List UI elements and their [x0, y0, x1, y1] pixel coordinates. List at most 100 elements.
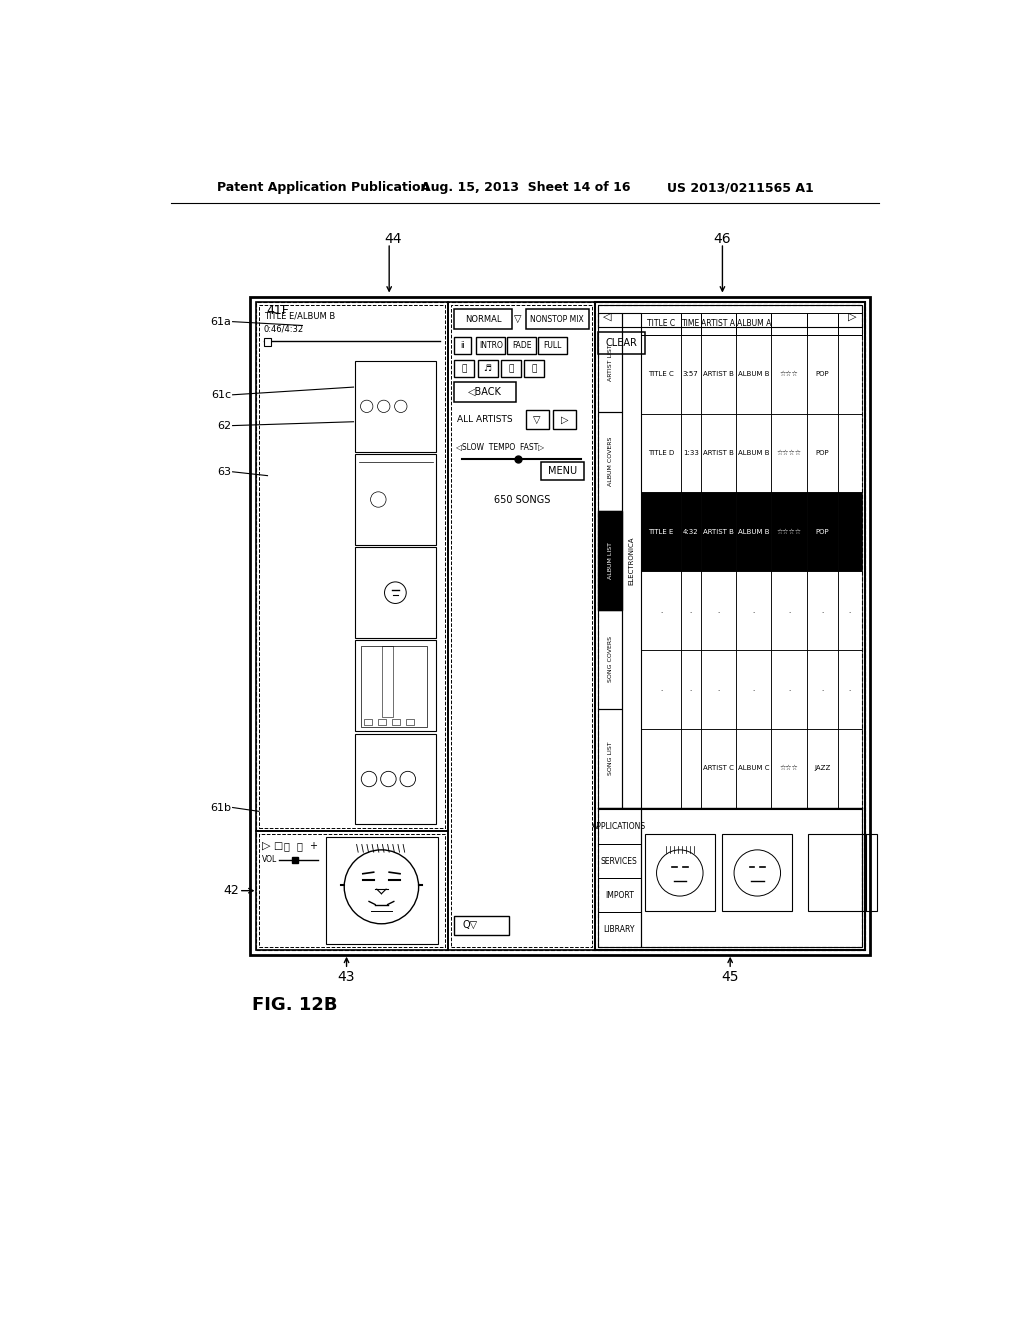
Text: IMPORT: IMPORT: [605, 891, 634, 900]
Bar: [807, 413, 838, 492]
Bar: [807, 313, 838, 335]
Bar: [641, 809, 862, 946]
Bar: [681, 649, 700, 729]
Text: ▷: ▷: [848, 312, 857, 321]
Bar: [838, 313, 862, 335]
Bar: [355, 734, 436, 825]
Text: ☆☆☆: ☆☆☆: [779, 371, 799, 378]
Text: 61a: 61a: [210, 317, 231, 326]
Text: ☆☆☆☆: ☆☆☆☆: [776, 529, 802, 535]
Bar: [598, 843, 641, 878]
Text: 650 SONGS: 650 SONGS: [494, 495, 550, 504]
Text: FADE: FADE: [512, 341, 531, 350]
Text: .: .: [753, 607, 755, 614]
Text: ALBUM LIST: ALBUM LIST: [607, 543, 612, 579]
Bar: [455, 309, 512, 330]
Bar: [807, 649, 838, 729]
Bar: [700, 335, 736, 413]
Text: 41F: 41F: [266, 305, 289, 317]
Text: TITLE C: TITLE C: [647, 319, 675, 329]
Bar: [807, 729, 838, 808]
Text: 63: 63: [217, 467, 231, 477]
Bar: [722, 834, 793, 911]
Text: ⏮: ⏮: [284, 841, 290, 851]
Bar: [838, 729, 862, 808]
Text: .: .: [659, 686, 663, 692]
Text: ♬: ♬: [483, 364, 492, 374]
Bar: [449, 302, 595, 950]
Bar: [598, 305, 862, 327]
Text: .: .: [659, 607, 663, 614]
Bar: [598, 912, 641, 946]
Text: ALBUM C: ALBUM C: [738, 766, 769, 771]
Text: 61b: 61b: [210, 803, 231, 813]
Text: ◁BACK: ◁BACK: [468, 387, 502, 397]
Text: ◁: ◁: [603, 312, 612, 321]
Text: 1:33: 1:33: [683, 450, 698, 455]
Text: .: .: [787, 686, 791, 692]
Bar: [700, 729, 736, 808]
Text: NORMAL: NORMAL: [465, 315, 501, 323]
Text: ⏸: ⏸: [462, 364, 467, 374]
Text: .: .: [787, 607, 791, 614]
Bar: [681, 313, 700, 335]
Bar: [598, 313, 622, 412]
Text: ARTIST A: ARTIST A: [701, 319, 735, 329]
Bar: [251, 297, 870, 956]
Text: ▽: ▽: [514, 314, 521, 325]
Text: TIME: TIME: [682, 319, 699, 329]
Text: NONSTOP MIX: NONSTOP MIX: [530, 315, 585, 323]
Bar: [736, 572, 771, 649]
Text: APPLICATIONS: APPLICATIONS: [592, 822, 646, 832]
Bar: [807, 572, 838, 649]
Bar: [641, 572, 681, 649]
Bar: [598, 809, 641, 843]
Bar: [598, 511, 622, 610]
Text: 61c: 61c: [211, 389, 231, 400]
Bar: [771, 729, 807, 808]
Bar: [681, 729, 700, 808]
Text: ☆☆☆: ☆☆☆: [779, 766, 799, 771]
Bar: [645, 834, 715, 911]
Bar: [681, 335, 700, 413]
Bar: [598, 809, 641, 946]
Text: ALBUM B: ALBUM B: [738, 450, 769, 455]
Bar: [598, 709, 622, 808]
Bar: [455, 381, 516, 401]
Text: FIG. 12B: FIG. 12B: [252, 997, 337, 1014]
Text: ARTIST C: ARTIST C: [702, 766, 734, 771]
Bar: [736, 313, 771, 335]
Bar: [736, 649, 771, 729]
Bar: [361, 645, 427, 727]
Bar: [807, 492, 838, 572]
Bar: [407, 719, 414, 725]
Bar: [736, 413, 771, 492]
Text: ◁SLOW  TEMPO  FAST▷: ◁SLOW TEMPO FAST▷: [456, 442, 544, 451]
Bar: [476, 337, 506, 354]
Text: TITLE D: TITLE D: [648, 450, 674, 455]
Bar: [838, 413, 862, 492]
Bar: [455, 337, 471, 354]
Text: .: .: [821, 607, 823, 614]
Bar: [700, 313, 736, 335]
Text: CLEAR: CLEAR: [606, 338, 638, 348]
Text: .: .: [849, 686, 851, 692]
Text: ▽: ▽: [534, 414, 541, 425]
Bar: [355, 360, 436, 451]
Bar: [681, 572, 700, 649]
Bar: [771, 413, 807, 492]
Text: INTRO: INTRO: [479, 341, 503, 350]
Bar: [382, 645, 393, 718]
Bar: [681, 413, 700, 492]
Text: ALBUM B: ALBUM B: [738, 529, 769, 535]
Bar: [365, 719, 372, 725]
Text: 3:57: 3:57: [683, 371, 698, 378]
Text: Patent Application Publication: Patent Application Publication: [217, 181, 429, 194]
Bar: [641, 313, 681, 335]
Text: ALL ARTISTS: ALL ARTISTS: [458, 414, 513, 424]
Bar: [507, 337, 537, 354]
Bar: [595, 302, 865, 950]
Text: SERVICES: SERVICES: [601, 857, 638, 866]
Text: ☆☆☆☆: ☆☆☆☆: [776, 450, 802, 455]
Bar: [598, 511, 622, 610]
